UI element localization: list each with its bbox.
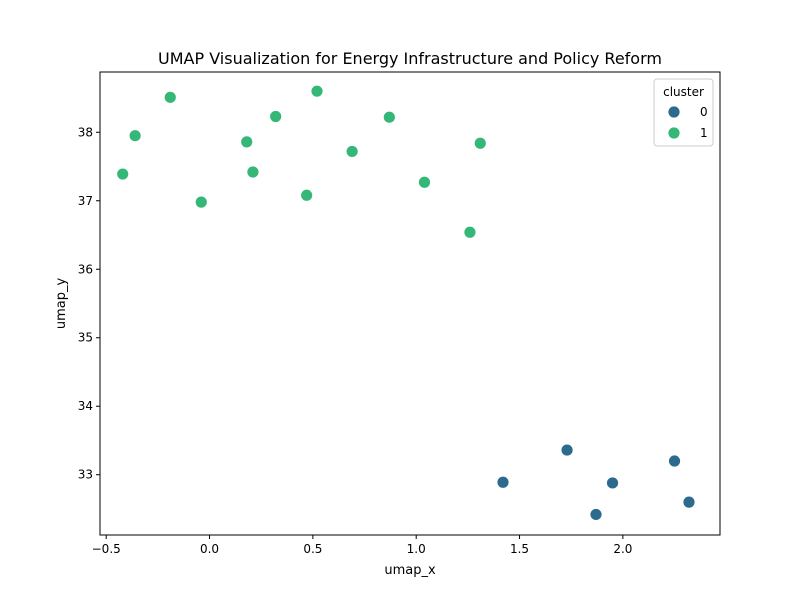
legend-entries: 01 bbox=[667, 105, 708, 140]
legend-marker bbox=[667, 105, 681, 119]
y-tick-label: 34 bbox=[78, 399, 93, 413]
plot-frame bbox=[99, 71, 721, 536]
data-points bbox=[116, 84, 696, 521]
scatter-point-cluster-1 bbox=[163, 90, 177, 104]
scatter-point-cluster-1 bbox=[240, 135, 254, 149]
x-axis-label: umap_x bbox=[384, 563, 436, 578]
scatter-point-cluster-0 bbox=[560, 443, 574, 457]
scatter-point-cluster-1 bbox=[418, 175, 431, 189]
legend-marker bbox=[667, 126, 681, 140]
scatter-point-cluster-0 bbox=[496, 475, 510, 489]
scatter-point-cluster-1 bbox=[310, 84, 324, 98]
y-axis-ticks: 33 34 35 36 37 38 bbox=[78, 125, 100, 482]
x-tick-label: −0.5 bbox=[92, 542, 121, 556]
chart-title: UMAP Visualization for Energy Infrastruc… bbox=[158, 49, 662, 68]
scatter-point-cluster-1 bbox=[463, 225, 477, 239]
x-tick-label: 1.0 bbox=[407, 542, 426, 556]
scatter-point-cluster-0 bbox=[606, 476, 619, 490]
scatter-point-cluster-0 bbox=[682, 495, 696, 509]
legend-label: 1 bbox=[700, 126, 708, 140]
scatter-point-cluster-0 bbox=[668, 454, 681, 468]
scatter-point-cluster-1 bbox=[345, 145, 359, 158]
scatter-point-cluster-1 bbox=[269, 110, 283, 123]
x-tick-label: 0.0 bbox=[200, 542, 219, 556]
scatter-point-cluster-1 bbox=[382, 110, 396, 124]
scatter-point-cluster-1 bbox=[246, 165, 260, 179]
scatter-point-cluster-1 bbox=[128, 129, 142, 143]
y-tick-label: 36 bbox=[78, 262, 93, 276]
scatter-point-cluster-0 bbox=[589, 508, 603, 521]
scatter-point-cluster-1 bbox=[194, 195, 208, 209]
y-tick-label: 38 bbox=[78, 125, 93, 139]
legend-title: cluster bbox=[663, 85, 704, 99]
legend: cluster 01 bbox=[653, 78, 714, 147]
x-tick-label: 1.5 bbox=[510, 542, 529, 556]
x-tick-label: 0.5 bbox=[303, 542, 322, 556]
x-axis-ticks: −0.5 0.0 0.5 1.0 1.5 2.0 bbox=[92, 535, 632, 556]
y-tick-label: 35 bbox=[78, 331, 93, 345]
legend-box bbox=[653, 78, 714, 147]
y-tick-label: 37 bbox=[78, 194, 93, 208]
y-tick-label: 33 bbox=[78, 468, 93, 482]
scatter-point-cluster-1 bbox=[300, 188, 314, 202]
legend-label: 0 bbox=[700, 105, 708, 119]
y-axis-label: umap_y bbox=[54, 278, 69, 330]
x-tick-label: 2.0 bbox=[613, 542, 632, 556]
scatter-point-cluster-1 bbox=[116, 167, 130, 181]
scatter-point-cluster-1 bbox=[473, 136, 487, 150]
